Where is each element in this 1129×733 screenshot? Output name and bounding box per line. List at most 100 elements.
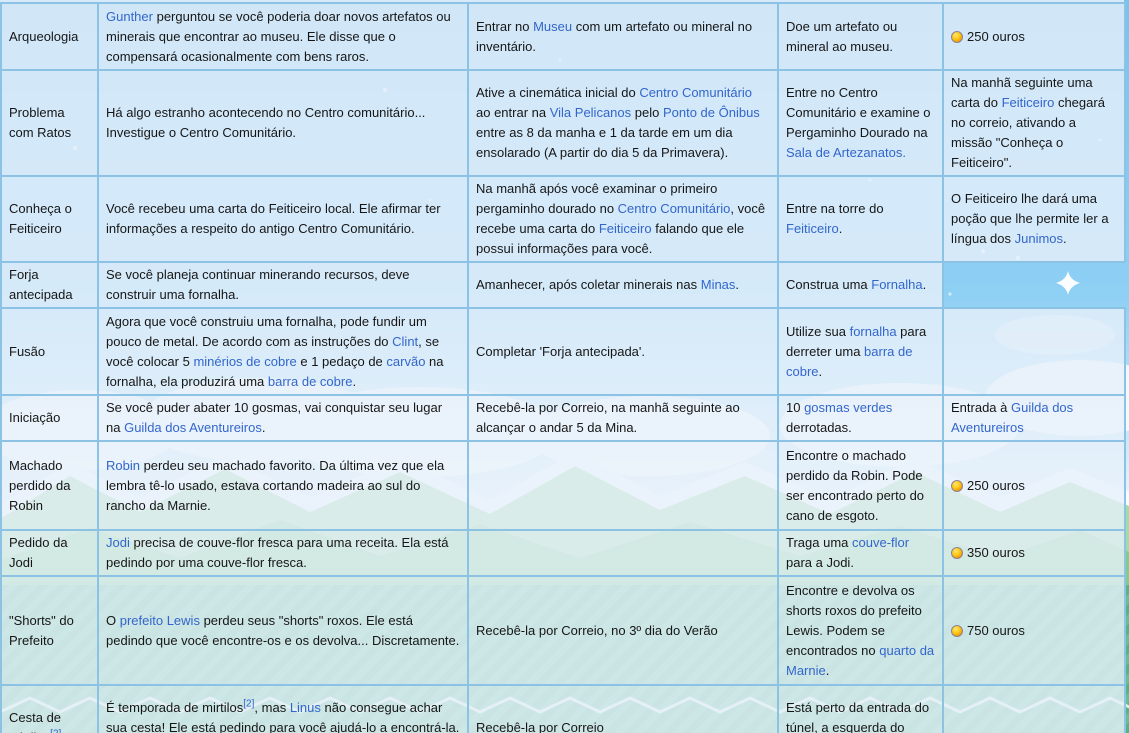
wiki-link[interactable]: fornalha <box>849 323 897 339</box>
text-run: "Shorts" do Prefeito <box>9 612 74 648</box>
wiki-link[interactable]: Centro Comunitário <box>617 201 731 216</box>
cell-reward <box>942 684 1126 733</box>
text-run: Forja antecipada <box>9 267 73 302</box>
cell-goal: Está perto da entrada do túnel, a esquer… <box>777 684 944 733</box>
text-run: Agora que você construiu uma fornalha, p… <box>106 313 427 349</box>
cell-goal: Entre no Centro Comunitário e examine o … <box>777 69 944 177</box>
cell-goal: Encontre o machado perdido da Robin. Pod… <box>777 440 944 531</box>
text-run: Encontre o machado perdido da Robin. Pod… <box>786 447 925 523</box>
text-run: Doe um artefato ou mineral ao museu. <box>786 18 898 54</box>
cropped-row-sliver <box>0 0 1124 2</box>
quest-row: "Shorts" do Prefeito O prefeito Lewis per… <box>0 575 1126 686</box>
cell-description: Se você puder abater 10 gosmas, vai conq… <box>97 394 469 442</box>
text-run: . <box>261 420 266 435</box>
wiki-link[interactable]: Junimos <box>1014 231 1064 246</box>
wiki-link[interactable]: Jodi <box>106 535 130 550</box>
wiki-link[interactable]: barra de cobre <box>267 373 353 389</box>
wiki-link[interactable]: Gunther <box>106 8 153 24</box>
cell-reward: Na manhã seguinte uma carta do Feiticeir… <box>942 69 1126 177</box>
wiki-link[interactable]: prefeito Lewis <box>119 612 200 628</box>
wiki-link[interactable]: Guilda dos Aventureiros <box>124 420 262 435</box>
wiki-link[interactable]: Feiticeiro <box>598 221 652 236</box>
text-run: Utilize sua <box>786 323 850 339</box>
cell-reward: Entrada à Guilda dos Aventureiros <box>942 394 1126 442</box>
text-run: entre as 8 da manha e 1 da tarde em um d… <box>476 125 733 160</box>
quest-row: Cesta de Mirtilos[2]É temporada de mirti… <box>0 684 1126 733</box>
cell-description: Robin perdeu seu machado favorito. Da úl… <box>97 440 469 531</box>
gold-coin-icon <box>951 30 963 43</box>
quest-row: Pedido da Jodi Jodi precisa de couve-flor… <box>0 529 1126 577</box>
wiki-link[interactable]: Guilda dos Aventureiros <box>951 400 1074 435</box>
text-run: Entrar no <box>476 18 534 34</box>
text-run: Conheça o Feiticeiro <box>9 201 72 236</box>
wiki-link[interactable]: Sala de Artezanatos. <box>786 145 906 160</box>
cell-reward: 250 ouros <box>942 2 1126 71</box>
wiki-link[interactable]: Linus <box>289 700 321 715</box>
wiki-link[interactable]: Minas <box>700 277 736 292</box>
wiki-link[interactable]: Vila Pelicanos <box>549 105 632 120</box>
reference-link[interactable]: [2] <box>243 698 255 710</box>
cell-trigger: Na manhã após você examinar o primeiro p… <box>467 175 779 263</box>
cell-trigger: Recebê-la por Correio, na manhã seguinte… <box>467 394 779 442</box>
cell-trigger: Amanhecer, após coletar minerais nas Min… <box>467 261 779 309</box>
wiki-link[interactable]: Museu <box>533 18 573 34</box>
wiki-link[interactable]: barra de cobre <box>786 343 913 379</box>
wiki-link[interactable]: Robin <box>106 457 140 473</box>
wiki-link[interactable]: Ponto de Ônibus <box>662 105 760 120</box>
gold-coin-icon <box>951 547 963 559</box>
text-run: Traga uma <box>786 535 852 550</box>
cell-description: É temporada de mirtilos[2], mas Linus nã… <box>97 684 469 733</box>
wiki-link[interactable]: Clint <box>392 333 419 349</box>
reference-link[interactable]: [2] <box>50 729 61 733</box>
text-run: Cesta de Mirtilos <box>9 710 62 733</box>
cell-reward: 350 ouros <box>942 529 1126 577</box>
text-run: perdeu seu machado favorito. Da última v… <box>106 457 445 513</box>
cell-goal: Construa uma Fornalha. <box>777 261 944 309</box>
text-run: Completar 'Forja antecipada'. <box>476 343 645 359</box>
text-run: pelo <box>631 105 663 120</box>
wiki-link[interactable]: minérios de cobre <box>193 353 297 369</box>
cell-description: Agora que você construiu uma fornalha, p… <box>97 307 469 396</box>
quest-row: Arqueologia Gunther perguntou se você pod… <box>0 2 1126 71</box>
text-run: derrotadas. <box>786 420 852 435</box>
text-run: 250 ouros <box>967 28 1025 44</box>
cell-trigger: Completar 'Forja antecipada'. <box>467 307 779 396</box>
gold-coin-icon <box>951 479 963 492</box>
text-run: Entrada à <box>951 400 1011 415</box>
cell-name: Machado perdido da Robin <box>0 440 99 531</box>
text-run: precisa de couve-flor fresca para uma re… <box>106 535 449 570</box>
wiki-link[interactable]: Centro Comunitário <box>639 85 753 100</box>
text-run: 10 <box>786 400 805 415</box>
wiki-link[interactable]: Feiticeiro <box>786 221 839 236</box>
wiki-link[interactable]: Feiticeiro <box>1001 95 1055 110</box>
text-run: . <box>818 363 823 379</box>
cell-goal: Encontre e devolva os shorts roxos do pr… <box>777 575 944 686</box>
text-run: . <box>922 277 927 292</box>
text-run: Se você puder abater 10 gosmas, vai conq… <box>106 400 443 435</box>
cell-trigger <box>467 440 779 531</box>
cell-trigger <box>467 529 779 577</box>
text-run: Pedido da Jodi <box>9 535 68 570</box>
text-run: . <box>735 277 740 292</box>
cell-goal: Traga uma couve-flor para a Jodi. <box>777 529 944 577</box>
wiki-link[interactable]: carvão <box>386 353 426 369</box>
text-run: Fusão <box>9 343 46 359</box>
cell-reward: 750 ouros <box>942 575 1126 686</box>
cell-name: Cesta de Mirtilos[2] <box>0 684 99 733</box>
text-run: , se você colocar 5 <box>106 333 440 369</box>
cell-name: Iniciação <box>0 394 99 442</box>
wiki-link[interactable]: Fornalha <box>871 277 923 292</box>
quest-row: Forja antecipada Se você planeja continua… <box>0 261 1125 309</box>
cell-trigger: Entrar no Museu com um artefato ou miner… <box>467 2 779 71</box>
wiki-link[interactable]: gosmas verdes <box>804 400 893 415</box>
wiki-link[interactable]: couve-flor <box>852 535 910 550</box>
text-run: chegará no correio, ativando a missão "C… <box>951 95 1105 170</box>
wiki-link[interactable]: quarto da Marnie <box>786 642 935 678</box>
text-run: Há algo estranho acontecendo no Centro c… <box>106 105 426 140</box>
text-run: Na manhã após você examinar o primeiro p… <box>476 181 718 216</box>
text-run: Na manhã seguinte uma carta do <box>951 75 1093 110</box>
text-run: O Feiticeiro lhe dará uma poção que lhe … <box>951 191 1109 246</box>
text-run: Está perto da entrada do túnel, a esquer… <box>786 700 930 733</box>
